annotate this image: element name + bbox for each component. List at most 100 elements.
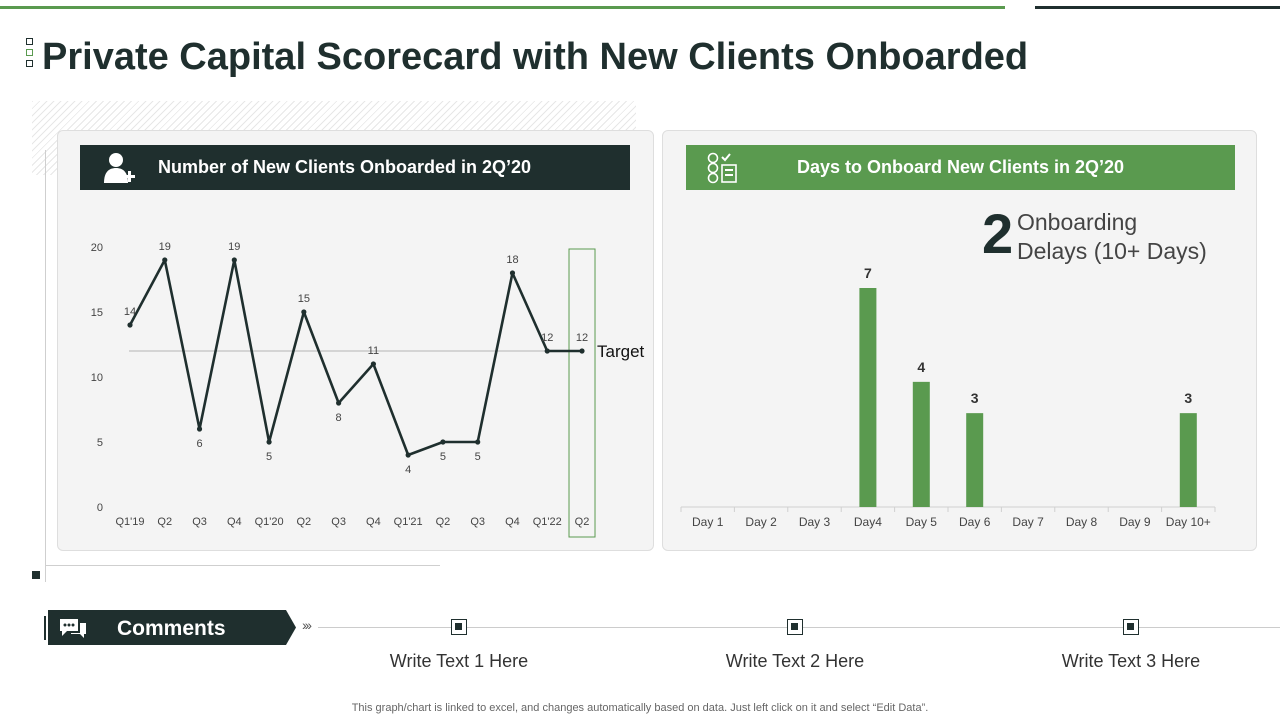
x-tick-label: Q4 [505,516,520,528]
bar-chart-panel [662,130,1257,551]
corner-square [32,571,40,579]
bar-value-label: 7 [864,265,872,281]
footer-note: This graph/chart is linked to excel, and… [351,702,929,714]
top-accent-bar [0,6,1005,9]
comment-text-2[interactable]: Write Text 2 Here [725,651,865,671]
x-tick-label: Q3 [470,516,485,528]
data-point [370,361,376,367]
comments-label: Comments [117,617,226,640]
top-accent-bar-dark [1035,6,1280,9]
data-point [405,452,411,458]
kpi-caption-line2: Delays (10+ Days) [1017,238,1207,264]
bar [966,413,984,507]
target-label: Target [597,342,645,361]
bar [1179,413,1197,507]
comments-edge [44,616,46,640]
x-tick-label: Q1'22 [533,516,562,528]
divider-horizontal [46,565,440,566]
highlight-box [568,248,596,538]
data-label: 11 [368,345,379,357]
x-tick-label: Q1'20 [255,516,284,528]
y-tick-label: 0 [97,502,103,514]
x-tick-label: Day 6 [959,515,991,529]
bar-value-label: 3 [1184,390,1192,406]
comment-text-3[interactable]: Write Text 3 Here [1061,651,1201,671]
x-tick-label: Q2 [297,516,312,528]
comments-banner [48,610,296,645]
data-point [127,322,133,328]
data-label: 6 [196,438,202,450]
chevrons-icon: ››› [302,617,312,633]
x-tick-label: Day 3 [799,515,831,529]
data-point [440,439,446,445]
data-label: 15 [298,293,310,305]
data-label: 4 [405,464,411,476]
kpi-caption: Onboarding Delays (10+ Days) [1017,208,1207,266]
chat-icon [58,617,88,646]
x-tick-label: Day 7 [1012,515,1044,529]
x-tick-label: Q2 [575,516,590,528]
series-line [128,258,583,457]
x-tick-label: Day 9 [1119,515,1151,529]
divider-vertical [45,150,46,582]
data-point [579,348,585,354]
bar-chart-header: Days to Onboard New Clients in 2Q’20 [686,145,1235,190]
data-point [475,439,481,445]
data-label: 12 [576,332,588,344]
data-point [544,348,550,354]
line-chart-header-text: Number of New Clients Onboarded in 2Q’20 [158,157,532,177]
bar-value-label: 3 [971,390,979,406]
x-tick-label: Q2 [436,516,451,528]
data-point [266,439,272,445]
x-tick-label: Q1'21 [394,516,423,528]
data-point [509,270,516,276]
x-tick-label: Day 10+ [1166,515,1211,529]
page-title: Private Capital Scorecard with New Clien… [42,36,1029,78]
bar-value-label: 4 [917,359,925,375]
timeline-marker-3 [1123,619,1139,635]
x-tick-label: Q3 [331,516,346,528]
bar [859,288,877,507]
data-point [301,309,307,315]
x-tick-label: Q4 [227,516,242,528]
data-point [196,426,203,432]
x-tick-label: Day4 [854,515,882,529]
data-label: 14 [124,306,136,318]
x-tick-label: Q3 [192,516,207,528]
kpi-caption-line1: Onboarding [1017,209,1138,235]
bar-chart-header-text: Days to Onboard New Clients in 2Q’20 [796,157,1125,177]
y-tick-label: 10 [91,372,103,384]
x-tick-label: Day 5 [906,515,938,529]
timeline-marker-1 [451,619,467,635]
bar [912,381,930,507]
data-point [231,257,237,263]
comment-text-1[interactable]: Write Text 1 Here [389,651,529,671]
data-label: 5 [440,451,446,463]
x-tick-label: Day 8 [1066,515,1098,529]
x-tick-label: Q1'19 [115,516,144,528]
bar-chart: Day 1 Day 2 Day 3 Day4 7 Day 5 4 Day 6 3 Day 7 Day… [680,265,1216,529]
data-label: 19 [228,241,240,253]
data-point [336,400,342,406]
x-tick-label: Q2 [157,516,172,528]
y-tick-label: 5 [97,437,103,449]
x-tick-label: Day 1 [692,515,724,529]
line-chart: 0 5 10 15 20 Target 14 19 6 19 5 15 8 11 4 5 5 18 12 12 Q1'1… [91,241,645,538]
x-tick-label: Day 2 [745,515,777,529]
data-label: 5 [475,451,481,463]
data-label: 5 [266,451,272,463]
title-bullets [26,38,34,71]
data-point [162,257,168,263]
data-label: 8 [336,412,342,424]
y-tick-label: 15 [91,307,103,319]
line-chart-panel [57,130,654,551]
data-label: 12 [541,332,553,344]
checklist-icon [706,152,742,189]
data-label: 18 [506,254,518,266]
line-chart-header: Number of New Clients Onboarded in 2Q’20 [80,145,630,190]
x-tick-label: Q4 [366,516,381,528]
timeline-marker-2 [787,619,803,635]
y-tick-label: 20 [91,242,103,254]
add-user-icon [80,150,158,186]
data-label: 19 [159,241,171,253]
